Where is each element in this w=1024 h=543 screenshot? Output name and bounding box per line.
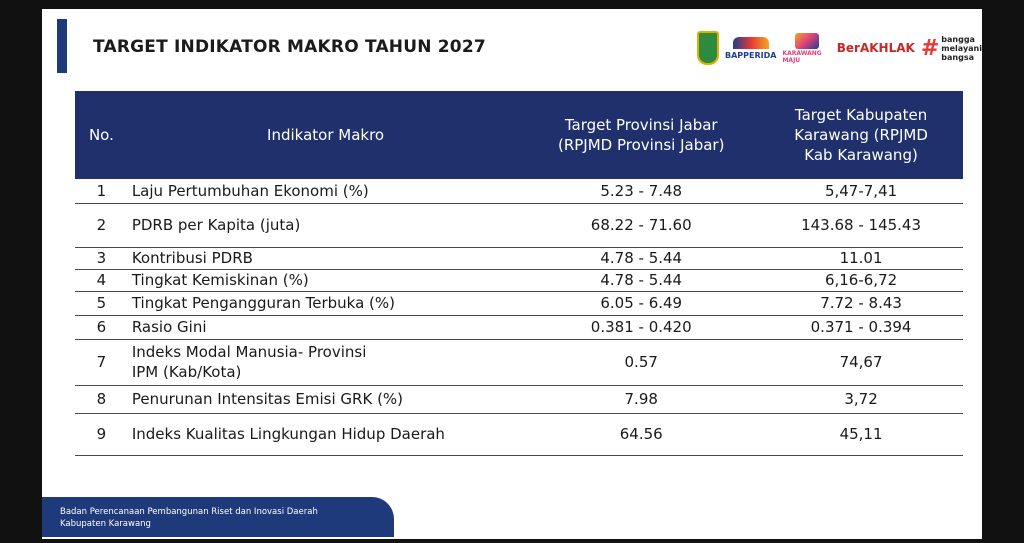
karawang-logo-text: KARAWANG MAJU <box>782 49 822 64</box>
row-target-kabupaten: 45,11 <box>759 413 963 456</box>
table-header-row: No. Indikator Makro Target Provinsi Jaba… <box>75 91 963 179</box>
row-number: 5 <box>75 291 128 316</box>
table-row: 1 Laju Pertumbuhan Ekonomi (%) 5.23 - 7.48… <box>75 179 963 204</box>
bangga-melayani-logo: # bangga melayani bangsa <box>921 35 982 62</box>
row-target-provinsi: 64.56 <box>523 413 760 456</box>
row-number: 1 <box>75 179 128 204</box>
table-row: 7 Indeks Modal Manusia- Provinsi IPM (Kab/… <box>75 339 963 386</box>
table-row: 6 Rasio Gini 0.381 - 0.420 0.371 - 0.394 <box>75 315 963 340</box>
logo-strip: BAPPERIDA KARAWANG MAJU BerAKHLAK # bang… <box>697 25 982 71</box>
row-indikator: Tingkat Kemiskinan (%) <box>127 269 524 292</box>
karawang-maju-logo: KARAWANG MAJU <box>782 32 830 64</box>
bapperida-logo: BAPPERIDA <box>725 36 777 60</box>
table-body: 1 Laju Pertumbuhan Ekonomi (%) 5.23 - 7.48… <box>75 179 963 456</box>
table-row: 8 Penurunan Intensitas Emisi GRK (%) 7.98 3… <box>75 385 963 414</box>
row-target-provinsi: 68.22 - 71.60 <box>523 203 760 248</box>
column-header-no: No. <box>75 91 128 179</box>
row-indikator: Tingkat Pengangguran Terbuka (%) <box>127 291 524 316</box>
hashtag-icon: # <box>920 35 940 61</box>
bapperida-mark-icon <box>732 36 769 49</box>
row-indikator: Laju Pertumbuhan Ekonomi (%) <box>127 179 524 204</box>
page-title: TARGET INDIKATOR MAKRO TAHUN 2027 <box>93 37 486 57</box>
footer-band: Badan Perencanaan Pembangunan Riset dan … <box>42 497 394 537</box>
column-header-kabupaten: Target Kabupaten Karawang (RPJMD Kab Kar… <box>759 91 963 179</box>
row-target-kabupaten: 74,67 <box>759 339 963 386</box>
row-target-provinsi: 4.78 - 5.44 <box>523 269 760 292</box>
regency-emblem-icon <box>697 31 719 65</box>
row-indikator: Indeks Modal Manusia- Provinsi IPM (Kab/K… <box>127 339 524 386</box>
row-indikator: PDRB per Kapita (juta) <box>127 203 524 248</box>
row-number: 4 <box>75 269 128 292</box>
footer-agency-name: Badan Perencanaan Pembangunan Riset dan … <box>60 507 318 517</box>
table-row: 4 Tingkat Kemiskinan (%) 4.78 - 5.44 6,16-6… <box>75 269 963 292</box>
row-target-provinsi: 4.78 - 5.44 <box>523 247 760 270</box>
row-indikator: Indeks Kualitas Lingkungan Hidup Daerah <box>127 413 524 456</box>
title-accent-bar <box>57 19 67 73</box>
row-number: 9 <box>75 413 128 456</box>
row-target-kabupaten: 143.68 - 145.43 <box>759 203 963 248</box>
row-target-kabupaten: 6,16-6,72 <box>759 269 963 292</box>
row-target-kabupaten: 0.371 - 0.394 <box>759 315 963 340</box>
row-indikator: Penurunan Intensitas Emisi GRK (%) <box>127 385 524 414</box>
column-header-provinsi: Target Provinsi Jabar (RPJMD Provinsi Ja… <box>523 91 760 179</box>
row-target-kabupaten: 3,72 <box>759 385 963 414</box>
row-indikator: Kontribusi PDRB <box>127 247 524 270</box>
row-number: 8 <box>75 385 128 414</box>
table-row: 3 Kontribusi PDRB 4.78 - 5.44 11.01 <box>75 247 963 270</box>
row-number: 3 <box>75 247 128 270</box>
berakhlak-logo: BerAKHLAK <box>836 41 915 55</box>
bangga-logo-text: bangga melayani bangsa <box>941 34 982 62</box>
row-target-kabupaten: 7.72 - 8.43 <box>759 291 963 316</box>
row-number: 6 <box>75 315 128 340</box>
row-target-provinsi: 0.381 - 0.420 <box>523 315 760 340</box>
row-target-provinsi: 6.05 - 6.49 <box>523 291 760 316</box>
table-row: 2 PDRB per Kapita (juta) 68.22 - 71.60 143.… <box>75 203 963 248</box>
karawang-mark-icon <box>794 32 819 49</box>
row-target-kabupaten: 5,47-7,41 <box>759 179 963 204</box>
column-header-indikator: Indikator Makro <box>127 91 524 179</box>
row-target-kabupaten: 11.01 <box>759 247 963 270</box>
footer-regency-name: Kabupaten Karawang <box>60 519 151 529</box>
table-row: 5 Tingkat Pengangguran Terbuka (%) 6.05 - … <box>75 291 963 316</box>
slide: TARGET INDIKATOR MAKRO TAHUN 2027 BAPPER… <box>42 9 982 539</box>
row-number: 2 <box>75 203 128 248</box>
row-target-provinsi: 5.23 - 7.48 <box>523 179 760 204</box>
indicator-table: No. Indikator Makro Target Provinsi Jaba… <box>75 91 963 456</box>
row-target-provinsi: 7.98 <box>523 385 760 414</box>
row-target-provinsi: 0.57 <box>523 339 760 386</box>
row-indikator: Rasio Gini <box>127 315 524 340</box>
row-number: 7 <box>75 339 128 386</box>
bapperida-logo-text: BAPPERIDA <box>725 50 777 60</box>
table-row: 9 Indeks Kualitas Lingkungan Hidup Daerah… <box>75 413 963 456</box>
